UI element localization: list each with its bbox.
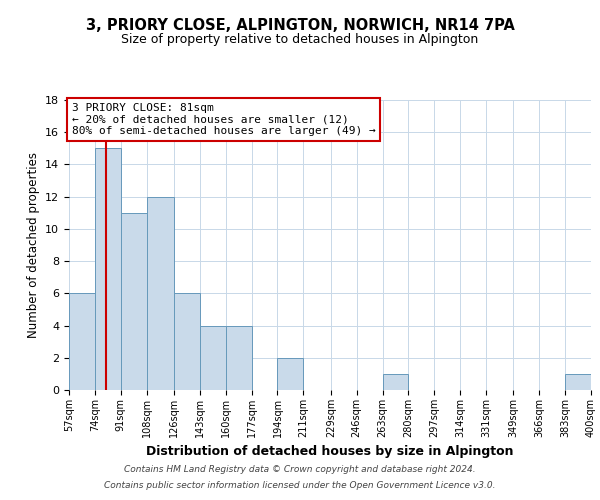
Text: 3, PRIORY CLOSE, ALPINGTON, NORWICH, NR14 7PA: 3, PRIORY CLOSE, ALPINGTON, NORWICH, NR1… xyxy=(86,18,514,32)
Bar xyxy=(121,213,146,390)
Y-axis label: Number of detached properties: Number of detached properties xyxy=(26,152,40,338)
X-axis label: Distribution of detached houses by size in Alpington: Distribution of detached houses by size … xyxy=(146,446,514,458)
Text: Contains HM Land Registry data © Crown copyright and database right 2024.: Contains HM Land Registry data © Crown c… xyxy=(124,466,476,474)
Text: Contains public sector information licensed under the Open Government Licence v3: Contains public sector information licen… xyxy=(104,480,496,490)
Bar xyxy=(383,374,409,390)
Bar xyxy=(95,148,121,390)
Bar xyxy=(565,374,591,390)
Bar xyxy=(146,196,174,390)
Bar xyxy=(174,294,200,390)
Bar xyxy=(200,326,226,390)
Bar xyxy=(69,294,95,390)
Bar xyxy=(277,358,304,390)
Text: Size of property relative to detached houses in Alpington: Size of property relative to detached ho… xyxy=(121,32,479,46)
Text: 3 PRIORY CLOSE: 81sqm
← 20% of detached houses are smaller (12)
80% of semi-deta: 3 PRIORY CLOSE: 81sqm ← 20% of detached … xyxy=(71,103,376,136)
Bar xyxy=(226,326,251,390)
